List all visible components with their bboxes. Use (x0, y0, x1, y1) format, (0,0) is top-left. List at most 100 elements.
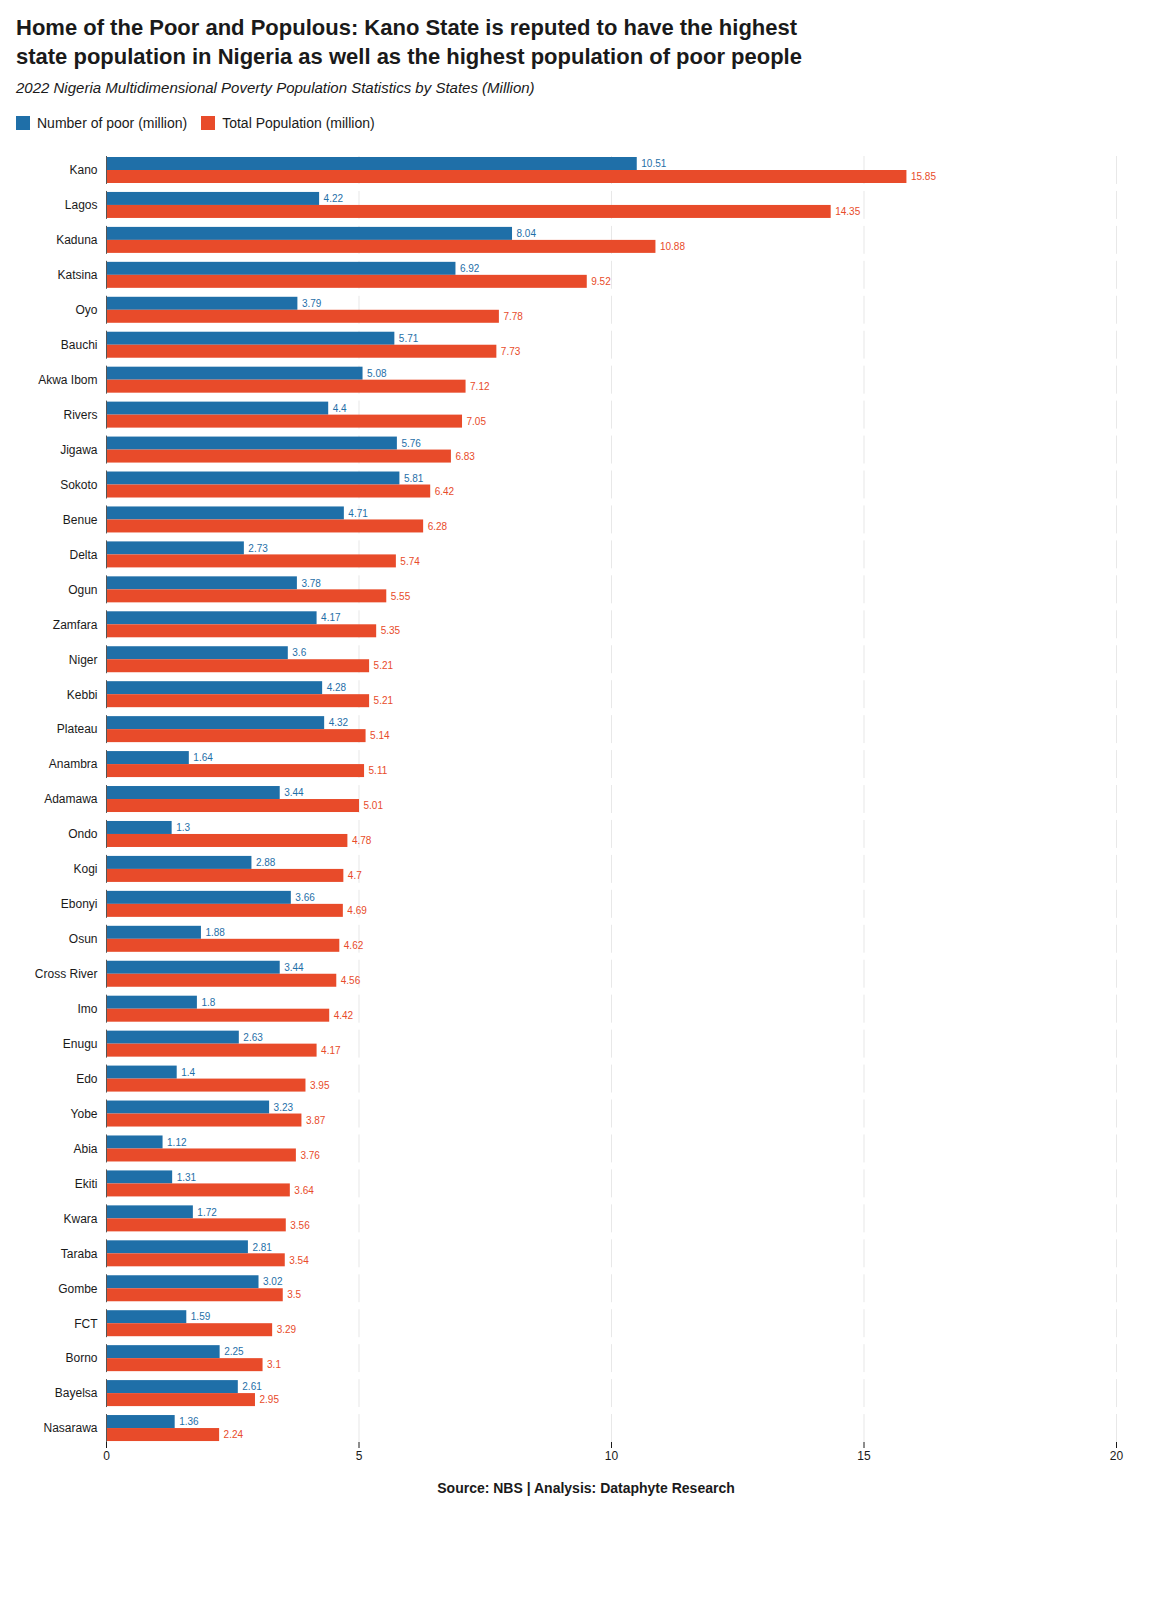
svg-text:Kano: Kano (69, 164, 97, 178)
svg-text:3.87: 3.87 (306, 1115, 326, 1126)
svg-text:Jigawa: Jigawa (60, 443, 98, 457)
svg-text:4.62: 4.62 (344, 940, 364, 951)
svg-text:3.79: 3.79 (302, 298, 322, 309)
svg-text:Sokoto: Sokoto (60, 478, 98, 492)
svg-text:1.59: 1.59 (191, 1312, 211, 1323)
svg-text:Kebbi: Kebbi (67, 688, 98, 702)
svg-text:3.44: 3.44 (284, 962, 304, 973)
svg-text:1.31: 1.31 (177, 1172, 197, 1183)
svg-text:Rivers: Rivers (63, 408, 97, 422)
svg-text:15: 15 (857, 1449, 871, 1463)
svg-text:Yobe: Yobe (71, 1107, 98, 1121)
svg-text:1.36: 1.36 (179, 1416, 199, 1427)
svg-text:5.21: 5.21 (374, 661, 394, 672)
svg-text:Bauchi: Bauchi (61, 338, 98, 352)
svg-text:1.4: 1.4 (181, 1067, 195, 1078)
svg-text:2.25: 2.25 (224, 1347, 244, 1358)
svg-text:5.14: 5.14 (370, 731, 390, 742)
svg-text:Ebonyi: Ebonyi (61, 897, 98, 911)
svg-text:Enugu: Enugu (63, 1037, 98, 1051)
svg-text:5.35: 5.35 (381, 626, 401, 637)
svg-text:3.76: 3.76 (300, 1150, 320, 1161)
svg-text:Kaduna: Kaduna (56, 233, 98, 247)
svg-text:5.11: 5.11 (369, 765, 388, 776)
svg-text:4.4: 4.4 (333, 403, 347, 414)
svg-text:3.44: 3.44 (284, 787, 304, 798)
svg-text:6.28: 6.28 (428, 521, 448, 532)
svg-text:5.71: 5.71 (399, 333, 419, 344)
svg-text:Plateau: Plateau (57, 723, 98, 737)
svg-text:Katsina: Katsina (57, 268, 97, 282)
svg-text:4.17: 4.17 (321, 1045, 341, 1056)
svg-text:6.83: 6.83 (455, 451, 475, 462)
svg-text:9.52: 9.52 (591, 276, 611, 287)
svg-text:3.29: 3.29 (277, 1325, 297, 1336)
svg-text:Oyo: Oyo (75, 303, 97, 317)
svg-text:5: 5 (356, 1449, 363, 1463)
svg-text:7.05: 7.05 (467, 416, 487, 427)
svg-text:4.28: 4.28 (327, 683, 347, 694)
svg-text:2.81: 2.81 (252, 1242, 272, 1253)
svg-text:10: 10 (605, 1449, 619, 1463)
svg-text:4.78: 4.78 (352, 835, 372, 846)
svg-text:Osun: Osun (69, 932, 98, 946)
svg-text:4.42: 4.42 (334, 1010, 354, 1021)
svg-text:1.12: 1.12 (167, 1137, 187, 1148)
svg-text:Cross River: Cross River (35, 967, 98, 981)
svg-text:3.66: 3.66 (295, 892, 315, 903)
svg-text:5.08: 5.08 (367, 368, 387, 379)
svg-text:3.6: 3.6 (292, 648, 306, 659)
svg-text:Benue: Benue (63, 513, 98, 527)
svg-text:3.95: 3.95 (310, 1080, 330, 1091)
svg-text:1.64: 1.64 (193, 752, 213, 763)
svg-text:Nasarawa: Nasarawa (43, 1422, 97, 1436)
svg-text:4.71: 4.71 (348, 508, 368, 519)
svg-text:Akwa Ibom: Akwa Ibom (38, 373, 97, 387)
svg-text:10.88: 10.88 (660, 241, 685, 252)
svg-text:3.64: 3.64 (294, 1185, 314, 1196)
svg-text:Delta: Delta (69, 548, 97, 562)
svg-text:5.21: 5.21 (374, 696, 394, 707)
svg-text:Ogun: Ogun (68, 583, 97, 597)
svg-text:7.78: 7.78 (503, 311, 523, 322)
svg-text:Ekiti: Ekiti (75, 1177, 98, 1191)
svg-text:2.61: 2.61 (242, 1381, 262, 1392)
svg-text:Edo: Edo (76, 1072, 98, 1086)
svg-text:1.3: 1.3 (176, 822, 190, 833)
svg-text:5.55: 5.55 (391, 591, 411, 602)
svg-text:2.95: 2.95 (259, 1394, 279, 1405)
svg-text:2.88: 2.88 (256, 857, 276, 868)
svg-text:5.01: 5.01 (364, 800, 384, 811)
svg-text:6.92: 6.92 (460, 263, 480, 274)
svg-text:1.72: 1.72 (197, 1207, 217, 1218)
svg-text:Gombe: Gombe (58, 1282, 98, 1296)
svg-text:Lagos: Lagos (65, 198, 98, 212)
svg-text:4.17: 4.17 (321, 613, 341, 624)
svg-text:4.69: 4.69 (347, 905, 367, 916)
svg-text:3.56: 3.56 (290, 1220, 310, 1231)
svg-text:3.1: 3.1 (267, 1360, 281, 1371)
svg-text:Bayelsa: Bayelsa (55, 1387, 98, 1401)
svg-text:3.23: 3.23 (274, 1102, 294, 1113)
svg-text:0: 0 (103, 1449, 110, 1463)
svg-text:4.7: 4.7 (348, 870, 362, 881)
svg-text:Ondo: Ondo (68, 827, 98, 841)
svg-text:Kogi: Kogi (73, 862, 97, 876)
svg-text:14.35: 14.35 (835, 206, 860, 217)
svg-text:8.04: 8.04 (517, 228, 537, 239)
svg-text:20: 20 (1110, 1449, 1124, 1463)
svg-text:4.32: 4.32 (329, 718, 349, 729)
svg-text:5.74: 5.74 (400, 556, 420, 567)
svg-text:7.12: 7.12 (470, 381, 490, 392)
svg-text:Adamawa: Adamawa (44, 793, 98, 807)
svg-text:15.85: 15.85 (911, 171, 936, 182)
svg-text:3.5: 3.5 (287, 1290, 301, 1301)
svg-text:Imo: Imo (77, 1002, 97, 1016)
svg-text:4.22: 4.22 (324, 193, 344, 204)
svg-text:1.8: 1.8 (201, 997, 215, 1008)
svg-text:2.24: 2.24 (224, 1429, 244, 1440)
svg-text:Borno: Borno (65, 1352, 97, 1366)
svg-text:Taraba: Taraba (61, 1247, 98, 1261)
svg-text:10.51: 10.51 (641, 158, 666, 169)
svg-text:3.54: 3.54 (289, 1255, 309, 1266)
